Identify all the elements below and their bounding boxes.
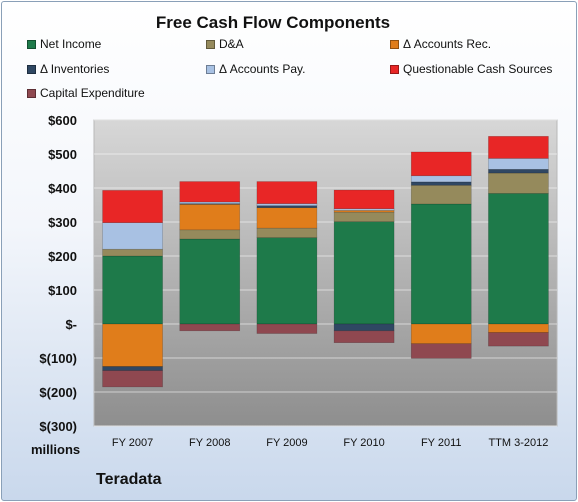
bar-accounts-pay-fy-2008	[179, 201, 241, 204]
y-tick-label: $600	[48, 113, 77, 128]
gridlines	[94, 119, 557, 427]
legend-swatch	[390, 40, 399, 49]
y-tick-label: $400	[48, 181, 77, 196]
bar-capital-expenditure-fy-2009	[256, 323, 318, 334]
y-tick-label: $200	[48, 249, 77, 264]
bar-d-a-fy-2011	[410, 184, 472, 205]
bar-net-income-fy-2011	[410, 203, 472, 325]
legend-label: Δ Accounts Pay.	[219, 62, 306, 76]
units-label: millions	[31, 442, 81, 457]
chart-title: Free Cash Flow Components	[155, 13, 391, 32]
y-tick-label: $-	[65, 317, 77, 332]
legend-swatch	[27, 89, 36, 98]
bar-accounts-pay-fy-2011	[410, 175, 472, 183]
y-tick-label: $300	[48, 215, 77, 230]
bar-inventories-fy-2009	[256, 205, 318, 209]
bar-inventories-fy-2011	[410, 181, 472, 186]
bar-accounts-pay-fy-2010	[333, 208, 395, 211]
bar-questionable-cash-sources-fy-2011	[410, 151, 472, 177]
legend-label: Δ Inventories	[40, 62, 110, 76]
legend-item-d-a: D&A	[206, 37, 244, 51]
legend-item-accounts-rec: Δ Accounts Rec.	[390, 37, 491, 51]
y-tick-label: $(100)	[39, 351, 77, 366]
y-tick-label: $(200)	[39, 385, 77, 400]
bar-accounts-pay-fy-2007	[102, 222, 163, 250]
legend-swatch	[390, 65, 399, 74]
legend-label: Questionable Cash Sources	[403, 62, 553, 76]
legend-item-inventories: Δ Inventories	[27, 62, 109, 76]
legend-swatch	[206, 65, 215, 74]
bar-capital-expenditure-fy-2008	[179, 323, 241, 332]
y-tick-label: $500	[48, 147, 77, 162]
bar-d-a-fy-2009	[256, 227, 318, 238]
y-tick-label: $100	[48, 283, 77, 298]
bar-accounts-pay-ttm-3-2012	[488, 158, 549, 170]
bar-net-income-fy-2009	[256, 237, 318, 325]
x-tick-label: FY 2007	[112, 437, 153, 449]
legend-swatch	[27, 65, 36, 74]
bar-accounts-rec-fy-2007	[102, 323, 163, 367]
plot-area	[93, 119, 558, 427]
legend-item-accounts-pay: Δ Accounts Pay.	[206, 62, 306, 76]
legend-label: Δ Accounts Rec.	[403, 37, 492, 51]
bar-d-a-ttm-3-2012	[488, 172, 549, 194]
y-axis-labels: $600 $500 $400 $300 $200 $100 $- $(100) $(200) $(…	[39, 113, 77, 434]
legend-swatch	[27, 40, 36, 49]
legend-item-capital-expenditure: Capital Expenditure	[27, 86, 145, 100]
x-tick-label: TTM 3-2012	[488, 437, 548, 449]
bar-questionable-cash-sources-fy-2008	[179, 181, 241, 203]
legend-label: D&A	[219, 37, 244, 51]
legend-item-net-income: Net Income	[27, 37, 101, 51]
x-tick-label: FY 2009	[266, 437, 307, 449]
bar-questionable-cash-sources-fy-2010	[333, 189, 395, 210]
legend-label: Capital Expenditure	[40, 86, 145, 100]
bar-inventories-ttm-3-2012	[488, 169, 549, 174]
bar-capital-expenditure-fy-2010	[333, 330, 395, 343]
bar-d-a-fy-2007	[102, 248, 163, 257]
bar-net-income-fy-2007	[102, 255, 163, 325]
company-label: Teradata	[96, 471, 162, 488]
bar-net-income-fy-2010	[333, 221, 395, 325]
x-tick-label: FY 2011	[421, 437, 462, 449]
bar-d-a-fy-2008	[179, 229, 241, 240]
y-tick-label: $(300)	[39, 419, 77, 434]
legend-label: Net Income	[40, 37, 102, 51]
bar-accounts-rec-fy-2009	[256, 207, 318, 229]
bar-questionable-cash-sources-ttm-3-2012	[488, 136, 549, 159]
bar-net-income-fy-2008	[179, 238, 241, 325]
bar-net-income-ttm-3-2012	[488, 193, 549, 325]
bar-d-a-fy-2010	[333, 211, 395, 222]
bar-accounts-rec-fy-2008	[179, 204, 241, 231]
legend-swatch	[206, 40, 215, 49]
bar-questionable-cash-sources-fy-2007	[102, 190, 163, 223]
x-axis-labels: FY 2007 FY 2008 FY 2009 FY 2010 FY 2011 TTM 3…	[112, 437, 548, 449]
bar-accounts-rec-fy-2011	[410, 323, 472, 345]
bar-inventories-fy-2007	[102, 366, 163, 371]
bar-capital-expenditure-fy-2011	[410, 343, 472, 359]
x-tick-label: FY 2008	[189, 437, 230, 449]
bar-capital-expenditure-ttm-3-2012	[488, 332, 549, 347]
x-tick-label: FY 2010	[343, 437, 384, 449]
bar-inventories-fy-2010	[333, 323, 395, 332]
bar-questionable-cash-sources-fy-2009	[256, 181, 318, 204]
bar-accounts-pay-fy-2009	[256, 203, 318, 206]
bar-accounts-rec-ttm-3-2012	[488, 323, 549, 333]
bars	[102, 136, 549, 388]
legend-item-questionable-cash-sources: Questionable Cash Sources	[390, 62, 552, 76]
bar-capital-expenditure-fy-2007	[102, 370, 163, 388]
